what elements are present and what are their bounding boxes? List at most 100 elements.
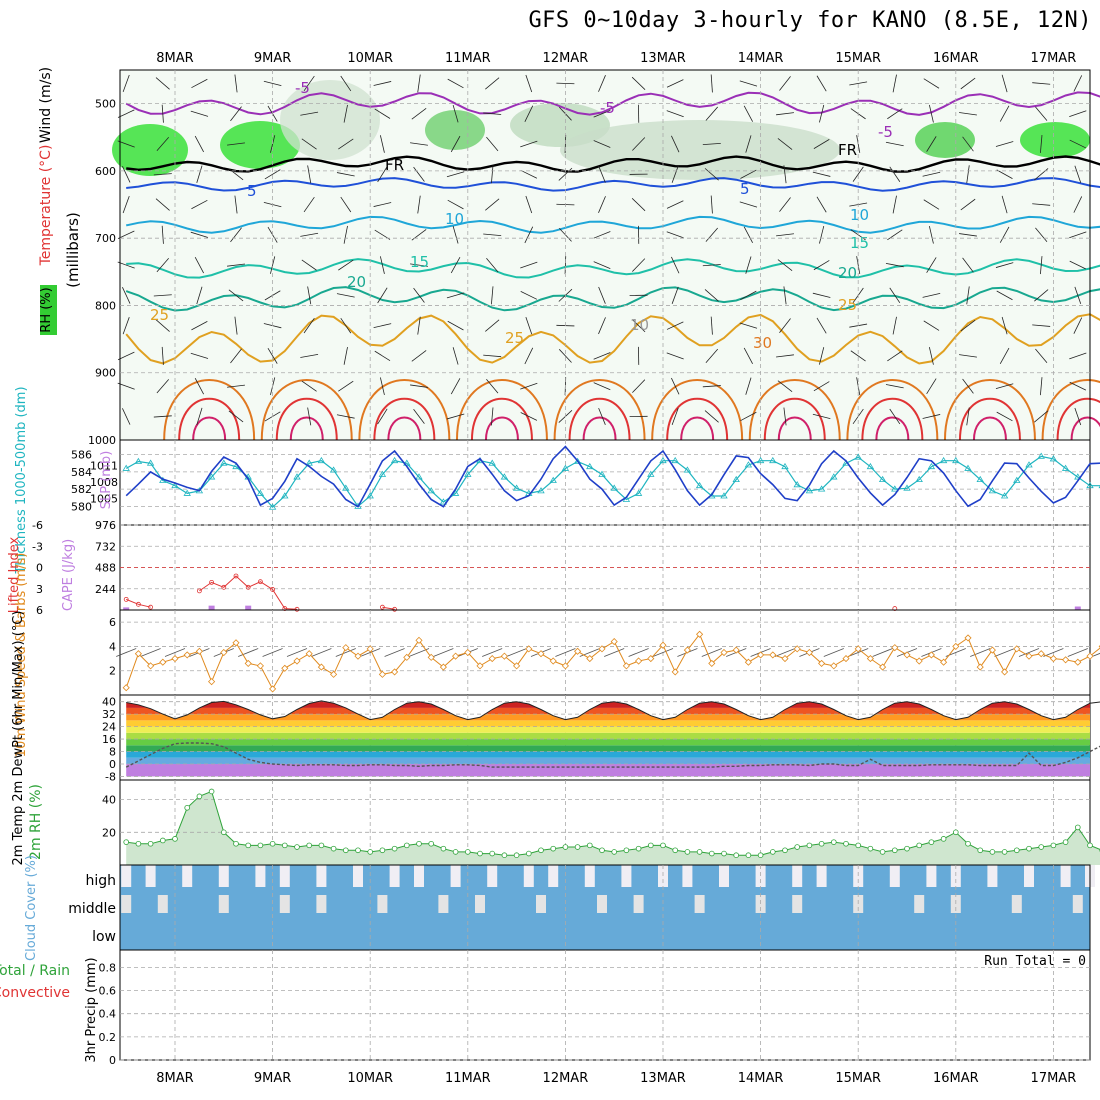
- thickness-point: [464, 470, 472, 477]
- cloud-gap-middle: [157, 895, 168, 913]
- warm-contour: [275, 397, 338, 441]
- wind-speed-point: [305, 650, 313, 658]
- wind-barb: [262, 648, 283, 657]
- wind-barb: [379, 135, 385, 153]
- wind-barb: [885, 141, 904, 147]
- wind-barb: [926, 257, 937, 273]
- wind-barb: [486, 379, 499, 394]
- rh-point: [489, 850, 496, 857]
- wind-barb: [1040, 256, 1043, 275]
- wind-barb: [777, 380, 793, 393]
- temperature-contour: [125, 91, 1100, 116]
- wind-barb: [812, 171, 831, 177]
- wind-barb: [852, 166, 864, 182]
- rh-point: [1013, 847, 1020, 854]
- contour-label: 10: [850, 206, 869, 224]
- wind-barb: [410, 384, 428, 388]
- cloud-gap-high: [182, 865, 193, 887]
- date-label-top: 11MAR: [445, 51, 491, 66]
- thickness-point: [952, 456, 960, 464]
- rh-point: [306, 842, 313, 849]
- rh-point: [586, 842, 593, 849]
- rh-point: [952, 829, 959, 836]
- wind-barb: [666, 231, 684, 239]
- rh-point: [513, 852, 520, 858]
- wind-barb: [122, 74, 130, 93]
- thickness-point: [647, 470, 655, 477]
- wind-speed-point: [513, 662, 521, 670]
- wind-barb: [628, 648, 649, 657]
- wind-barb: [740, 411, 757, 422]
- wind-barb: [483, 354, 502, 358]
- wind-barb: [377, 166, 388, 183]
- rh-point: [672, 847, 678, 854]
- wind-barb: [379, 377, 385, 396]
- date-label-bottom: 10MAR: [347, 1071, 393, 1086]
- temp-color-band: [126, 701, 1090, 708]
- thickness-point: [207, 473, 216, 480]
- wind-barb: [300, 111, 319, 116]
- cloud-gap-high: [316, 865, 327, 887]
- lifted-index-point: [135, 601, 141, 607]
- wind-barb: [702, 385, 721, 388]
- wind-barb: [1040, 377, 1043, 396]
- cloud-gap-high: [621, 865, 632, 887]
- contour-label: FR: [385, 156, 404, 174]
- thickness-point: [439, 498, 448, 505]
- cape-tick-label: 732: [95, 540, 116, 553]
- wind-barb: [889, 166, 901, 182]
- wind-barb: [598, 196, 606, 213]
- y-tick-label: 32: [102, 708, 116, 721]
- warm-contour: [861, 397, 924, 441]
- cloud-gap-high: [389, 865, 400, 887]
- wind-speed-point: [183, 651, 191, 659]
- y-tick-label: 580: [71, 500, 92, 513]
- wind-speed-point: [1025, 652, 1033, 660]
- y-tick-label: 8: [109, 746, 116, 759]
- wind-barb: [270, 256, 276, 274]
- wind-barb: [190, 352, 209, 359]
- wind-10m-frame: [119, 609, 1091, 696]
- thickness-point: [390, 456, 399, 464]
- wind-barb: [710, 74, 713, 93]
- wind-barb: [598, 407, 606, 425]
- wind-barb: [335, 648, 356, 657]
- wind-speed-point: [696, 630, 704, 638]
- wind-speed-point: [561, 662, 569, 670]
- wind-barb: [190, 231, 209, 238]
- wind-barb: [701, 648, 722, 657]
- warm-contour: [553, 379, 646, 441]
- rh-point: [794, 844, 800, 850]
- y-tick-label: 0: [36, 562, 43, 575]
- rh-point: [550, 845, 556, 852]
- wind-barb: [155, 77, 170, 90]
- panel-cloud-cover: high middle low Cloud Cover (%): [24, 855, 1095, 961]
- cloud-gap-middle: [377, 895, 388, 913]
- rh-point: [830, 839, 837, 845]
- wind-barb: [343, 225, 348, 244]
- y-tick-label: -3: [32, 540, 43, 553]
- temp-color-band: [126, 739, 1090, 746]
- warm-contour: [763, 397, 826, 441]
- wind-barb: [743, 347, 753, 365]
- warm-contour: [373, 397, 436, 441]
- temp-color-band: [126, 714, 1090, 721]
- lifted-index-axis-label: Lifted Index: [7, 536, 22, 613]
- rh-point: [245, 842, 252, 849]
- rh-point: [160, 837, 166, 844]
- lifted-index-point: [294, 606, 300, 612]
- wind-barb: [161, 104, 164, 123]
- wind-barb: [227, 384, 245, 388]
- temperature-contour: [126, 258, 1100, 279]
- wind-barb: [483, 112, 502, 115]
- wind-barb: [671, 377, 680, 395]
- warm-contour: [1056, 397, 1100, 441]
- rh-point: [891, 847, 898, 854]
- lifted-index-point: [221, 584, 227, 590]
- run-total-label: Run Total = 0: [984, 954, 1086, 969]
- wind-barb: [338, 259, 354, 271]
- thickness-point: [329, 466, 338, 473]
- date-label-bottom: 9MAR: [254, 1071, 291, 1086]
- wind-speed-point: [598, 645, 606, 653]
- warm-contour: [943, 379, 1036, 441]
